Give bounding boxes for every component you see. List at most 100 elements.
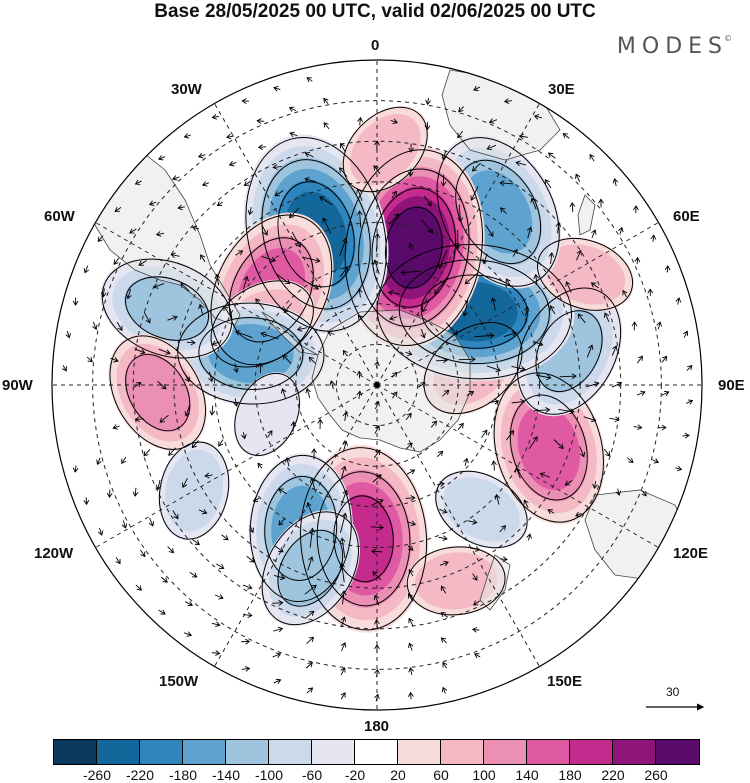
wind-vector	[342, 411, 349, 422]
wind-vector	[437, 481, 445, 487]
wind-vector	[576, 249, 582, 261]
anomaly-contour-set	[234, 372, 300, 456]
wind-vector	[340, 616, 347, 628]
colorbar-tick-label: -220	[125, 767, 155, 783]
wind-vector	[438, 535, 448, 542]
wind-vector	[408, 143, 414, 153]
wind-vector	[675, 297, 682, 305]
anomaly-contour-set	[158, 441, 230, 540]
wind-vector	[406, 469, 416, 475]
wind-vector	[280, 388, 287, 399]
colorbar-tick-label: 220	[601, 767, 625, 783]
wind-vector	[242, 612, 253, 619]
anomaly-contour-set	[493, 372, 604, 523]
wind-vector	[304, 584, 317, 595]
wind-vector	[555, 221, 562, 234]
south-pole-marker	[374, 382, 380, 388]
wind-vector	[272, 164, 282, 170]
wind-vector	[241, 638, 251, 645]
wind-vector	[682, 432, 690, 439]
wind-vector	[523, 306, 530, 317]
wind-vector	[440, 174, 447, 187]
wind-vector	[441, 686, 448, 694]
anomaly-band	[276, 529, 344, 608]
wind-vector	[311, 448, 317, 460]
wind-vector	[440, 637, 447, 644]
wind-vector	[285, 457, 291, 467]
wind-vector	[167, 546, 175, 554]
wind-vector	[511, 365, 526, 372]
wind-vector	[157, 380, 167, 390]
wind-vector	[322, 217, 332, 235]
meridian-line	[376, 384, 659, 548]
wind-vector	[340, 667, 346, 676]
wind-vector	[242, 584, 253, 590]
anomaly-contour	[371, 187, 457, 308]
wind-vector	[512, 248, 518, 257]
wind-vector	[647, 288, 654, 297]
anomaly-contour	[536, 238, 634, 311]
wind-vector	[308, 356, 316, 364]
colorbar-tick-label: -100	[254, 767, 284, 783]
anomaly-contour	[333, 495, 394, 583]
wind-vector	[373, 165, 381, 174]
wind-vector	[436, 357, 448, 364]
brand-text: MODES	[616, 34, 728, 59]
wind-vector	[564, 480, 573, 486]
anomaly-contour-set	[376, 243, 573, 380]
colorbar-cell	[140, 740, 183, 764]
wind-vector	[372, 571, 382, 581]
wind-vector	[485, 224, 494, 237]
wind-vector	[481, 429, 488, 438]
wind-vector	[209, 405, 216, 416]
wind-vector	[565, 281, 572, 293]
wind-vector	[442, 389, 450, 397]
wind-vector	[201, 181, 210, 187]
colorbar-tick-label: -180	[168, 767, 198, 783]
anomaly-contour	[406, 546, 506, 616]
anomaly-contour	[125, 276, 210, 341]
wind-vector	[306, 687, 314, 694]
wind-vector	[473, 653, 481, 659]
wind-vector	[503, 98, 512, 104]
wind-vector	[106, 489, 113, 498]
wind-vector	[170, 252, 180, 259]
wind-vector	[243, 180, 251, 186]
anomaly-contour	[101, 258, 233, 359]
wind-vector	[211, 114, 220, 120]
wind-vector	[282, 354, 292, 364]
wind-vector	[86, 356, 93, 363]
wind-vector	[261, 256, 277, 263]
wind-vector	[373, 594, 380, 606]
wind-vector	[357, 314, 363, 321]
wind-vector	[221, 534, 229, 541]
wind-vector	[100, 288, 107, 298]
wind-vector	[407, 593, 414, 602]
colorbar-cell	[613, 740, 656, 764]
wind-vector	[664, 265, 671, 273]
wind-vector	[216, 563, 225, 569]
wind-vector	[535, 374, 552, 381]
lon-label-180: 180	[364, 718, 390, 735]
wind-vector	[470, 546, 481, 552]
wind-vector	[275, 273, 291, 285]
wind-vector	[558, 408, 575, 415]
wind-vector	[304, 610, 315, 619]
wind-vector	[92, 321, 98, 331]
wind-vector	[305, 387, 311, 399]
wind-vector	[511, 398, 526, 405]
wind-vector	[371, 548, 383, 555]
wind-vector	[340, 512, 348, 533]
wind-vector	[585, 381, 600, 388]
colorbar-tick-label: 20	[390, 767, 406, 783]
wind-vector	[391, 371, 398, 378]
wind-vector	[306, 636, 315, 644]
wind-vector	[155, 479, 162, 491]
wind-vector	[500, 556, 508, 563]
wind-vector	[158, 348, 171, 355]
anomaly-contour	[277, 529, 344, 607]
wind-vector	[425, 97, 431, 106]
colorbar-cell	[484, 740, 527, 764]
wind-vector	[135, 584, 142, 591]
anomaly-contour-set	[344, 149, 484, 347]
